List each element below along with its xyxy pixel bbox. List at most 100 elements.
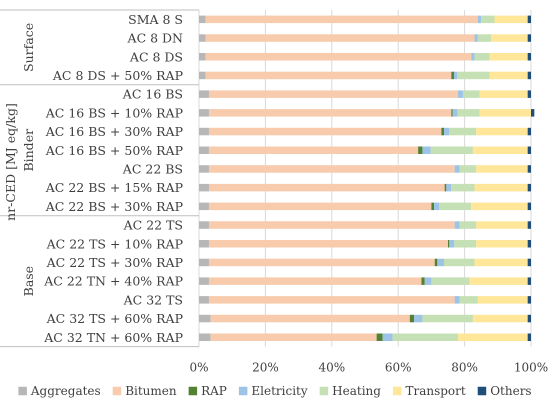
bar-segment <box>431 202 435 211</box>
bar-segment <box>205 34 475 42</box>
bar-segment <box>431 277 470 285</box>
category-label: AC 22 BS + 30% RAP <box>45 199 183 214</box>
bar-segment <box>477 296 528 304</box>
category-label: SMA 8 S <box>128 12 183 27</box>
bar-segment <box>527 202 531 211</box>
category-label: AC 22 TS + 10% RAP <box>46 236 183 251</box>
bar-segment <box>208 221 455 229</box>
bar-segment <box>453 71 458 80</box>
bar-segment <box>199 127 209 136</box>
bar-segment <box>454 240 477 248</box>
bar-segment <box>489 71 528 80</box>
group-label: Base <box>21 266 36 296</box>
bar-segment <box>451 109 453 117</box>
bar-segment <box>477 34 492 42</box>
bar-segment <box>199 53 206 61</box>
category-label: AC 32 TN + 60% RAP <box>43 330 183 345</box>
category-label: AC 22 TS <box>123 218 183 233</box>
bar-segment <box>205 15 478 24</box>
legend-label: Aggregates <box>30 384 101 398</box>
bar-segment <box>199 71 206 80</box>
bar-segment <box>448 127 477 136</box>
bar-segment <box>474 34 478 42</box>
bar-segment <box>491 34 528 42</box>
bar-segment <box>479 109 531 117</box>
bar-segment <box>444 127 449 136</box>
group-labels: Surface Binder Base <box>21 23 36 297</box>
bar-segment <box>454 296 460 304</box>
bar-segment <box>459 296 478 304</box>
bar-segment <box>210 314 410 323</box>
bar-segment <box>210 333 377 341</box>
bar-segment <box>208 296 455 304</box>
bar-segment <box>527 165 531 173</box>
bar-segment <box>489 53 528 61</box>
bar-segment <box>459 165 477 173</box>
bar-segment <box>457 90 463 98</box>
y-axis-title: nr-CED [MJ eq/kg] <box>3 103 18 221</box>
bar-segment <box>208 183 445 192</box>
bar-segment <box>421 277 425 285</box>
category-label: AC 8 DS <box>129 49 183 64</box>
category-label: AC 16 BS + 10% RAP <box>45 105 183 120</box>
legend-label: RAP <box>201 384 227 398</box>
legend-swatch <box>477 386 487 396</box>
bar-segment <box>208 277 422 285</box>
bar-segment <box>422 314 473 323</box>
bar-segment <box>451 183 475 192</box>
x-tick-label: 40% <box>318 361 345 375</box>
bar-segment <box>439 202 472 211</box>
bar-segment <box>527 183 531 192</box>
x-tick-labels: 0% 20% 40% 60% 80% 100% <box>189 361 548 375</box>
bar-segment <box>422 146 431 154</box>
category-label: AC 8 DS + 50% RAP <box>52 68 183 83</box>
bar-segment <box>476 127 528 136</box>
x-tick-label: 60% <box>385 361 412 375</box>
bar-segment <box>472 146 528 154</box>
bar-segment <box>479 90 528 98</box>
bar-segment <box>527 90 531 98</box>
category-label: AC 22 BS + 15% RAP <box>45 180 183 195</box>
category-label: AC 16 BS <box>122 87 183 102</box>
bar-segment <box>199 333 211 341</box>
bar-segment <box>409 314 415 323</box>
bar-segment <box>392 333 458 341</box>
bar-segment <box>424 277 432 285</box>
bar-segment <box>208 109 452 117</box>
bar-segment <box>448 240 450 248</box>
bar-segment <box>414 314 423 323</box>
bar-segment <box>474 53 490 61</box>
bar-segment <box>527 146 531 154</box>
bar-segment <box>451 71 454 80</box>
category-label: AC 16 BS + 50% RAP <box>45 143 183 158</box>
bar-segment <box>382 333 393 341</box>
legend-swatch <box>188 386 198 396</box>
legend: Aggregates Bitumen RAP Eletricity Heating Tra… <box>18 384 532 398</box>
bar-segment <box>471 53 475 61</box>
bar-segment <box>199 109 209 117</box>
legend-label: Heating <box>332 384 381 398</box>
x-tick-label: 100% <box>514 361 548 375</box>
bar-segment <box>527 127 531 136</box>
legend-swatch <box>18 386 27 396</box>
group-dividers <box>0 9 199 348</box>
bar-segment <box>199 34 206 42</box>
bar-segment <box>454 165 460 173</box>
x-tick-label: 20% <box>252 361 279 375</box>
category-label: AC 32 TS <box>123 292 183 307</box>
bar-segment <box>527 296 531 304</box>
bar-segment <box>476 165 528 173</box>
bar-segment <box>208 240 448 248</box>
bar-segment <box>462 90 480 98</box>
bar-segment <box>527 314 531 323</box>
bar-segment <box>199 277 209 285</box>
bar-segment <box>444 183 447 192</box>
category-label: AC 32 TS + 60% RAP <box>46 311 183 326</box>
bar-segment <box>474 258 528 267</box>
bar-segment <box>476 221 528 229</box>
bar-segment <box>199 258 209 267</box>
bars <box>199 15 535 341</box>
bar-segment <box>444 258 475 267</box>
legend-label: Transport <box>405 384 465 398</box>
